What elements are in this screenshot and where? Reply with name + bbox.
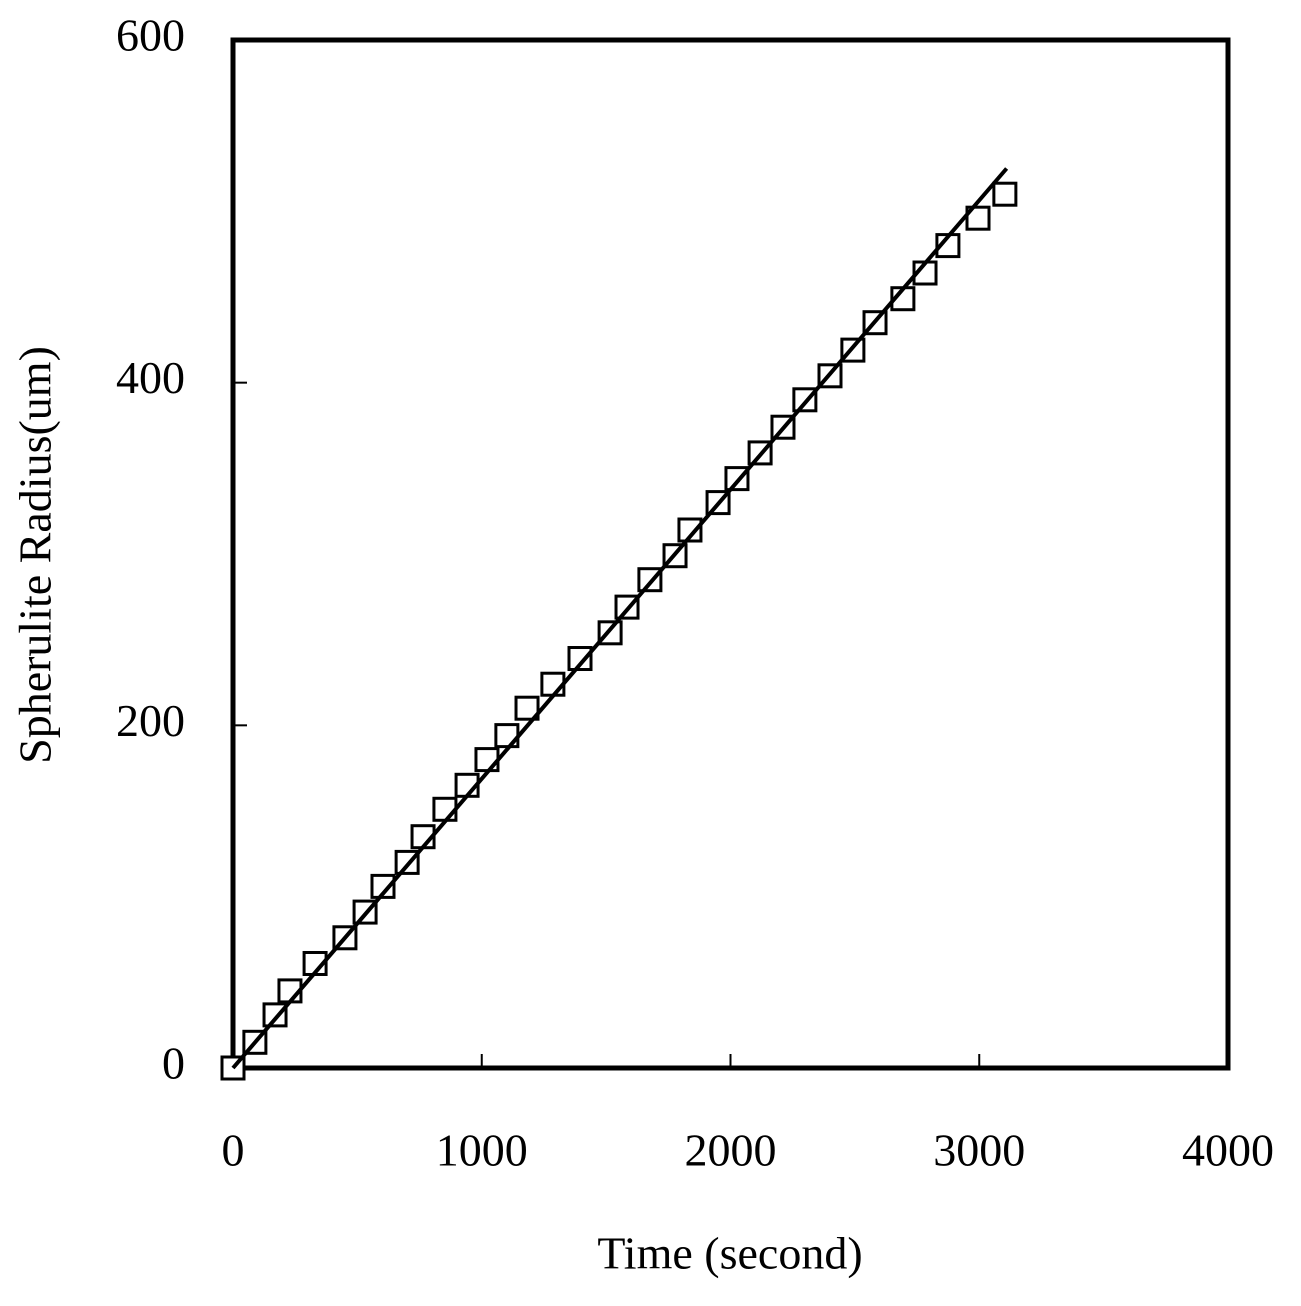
x-tick-label: 4000 [1182,1125,1274,1176]
y-tick-label: 600 [116,10,185,61]
x-tick-label: 1000 [436,1125,528,1176]
y-tick-label: 200 [116,695,185,746]
data-point [514,695,540,721]
x-axis-label: Time (second) [597,1228,862,1279]
y-tick-label: 0 [162,1038,185,1089]
data-point [677,517,703,543]
fit-line [231,167,1009,1070]
data-point [567,646,593,672]
data-point [474,747,500,773]
plot-frame [230,37,1231,1071]
data-point [965,205,991,231]
data-point [432,796,458,822]
x-tick-label: 0 [222,1125,245,1176]
data-point [262,1002,288,1028]
x-tick-label: 3000 [933,1125,1025,1176]
y-axis-label: Spherulite Radius(um) [10,346,61,764]
data-point [370,873,396,899]
data-point [992,181,1018,207]
y-tick-label: 400 [116,352,185,403]
x-tick-label: 2000 [685,1125,777,1176]
